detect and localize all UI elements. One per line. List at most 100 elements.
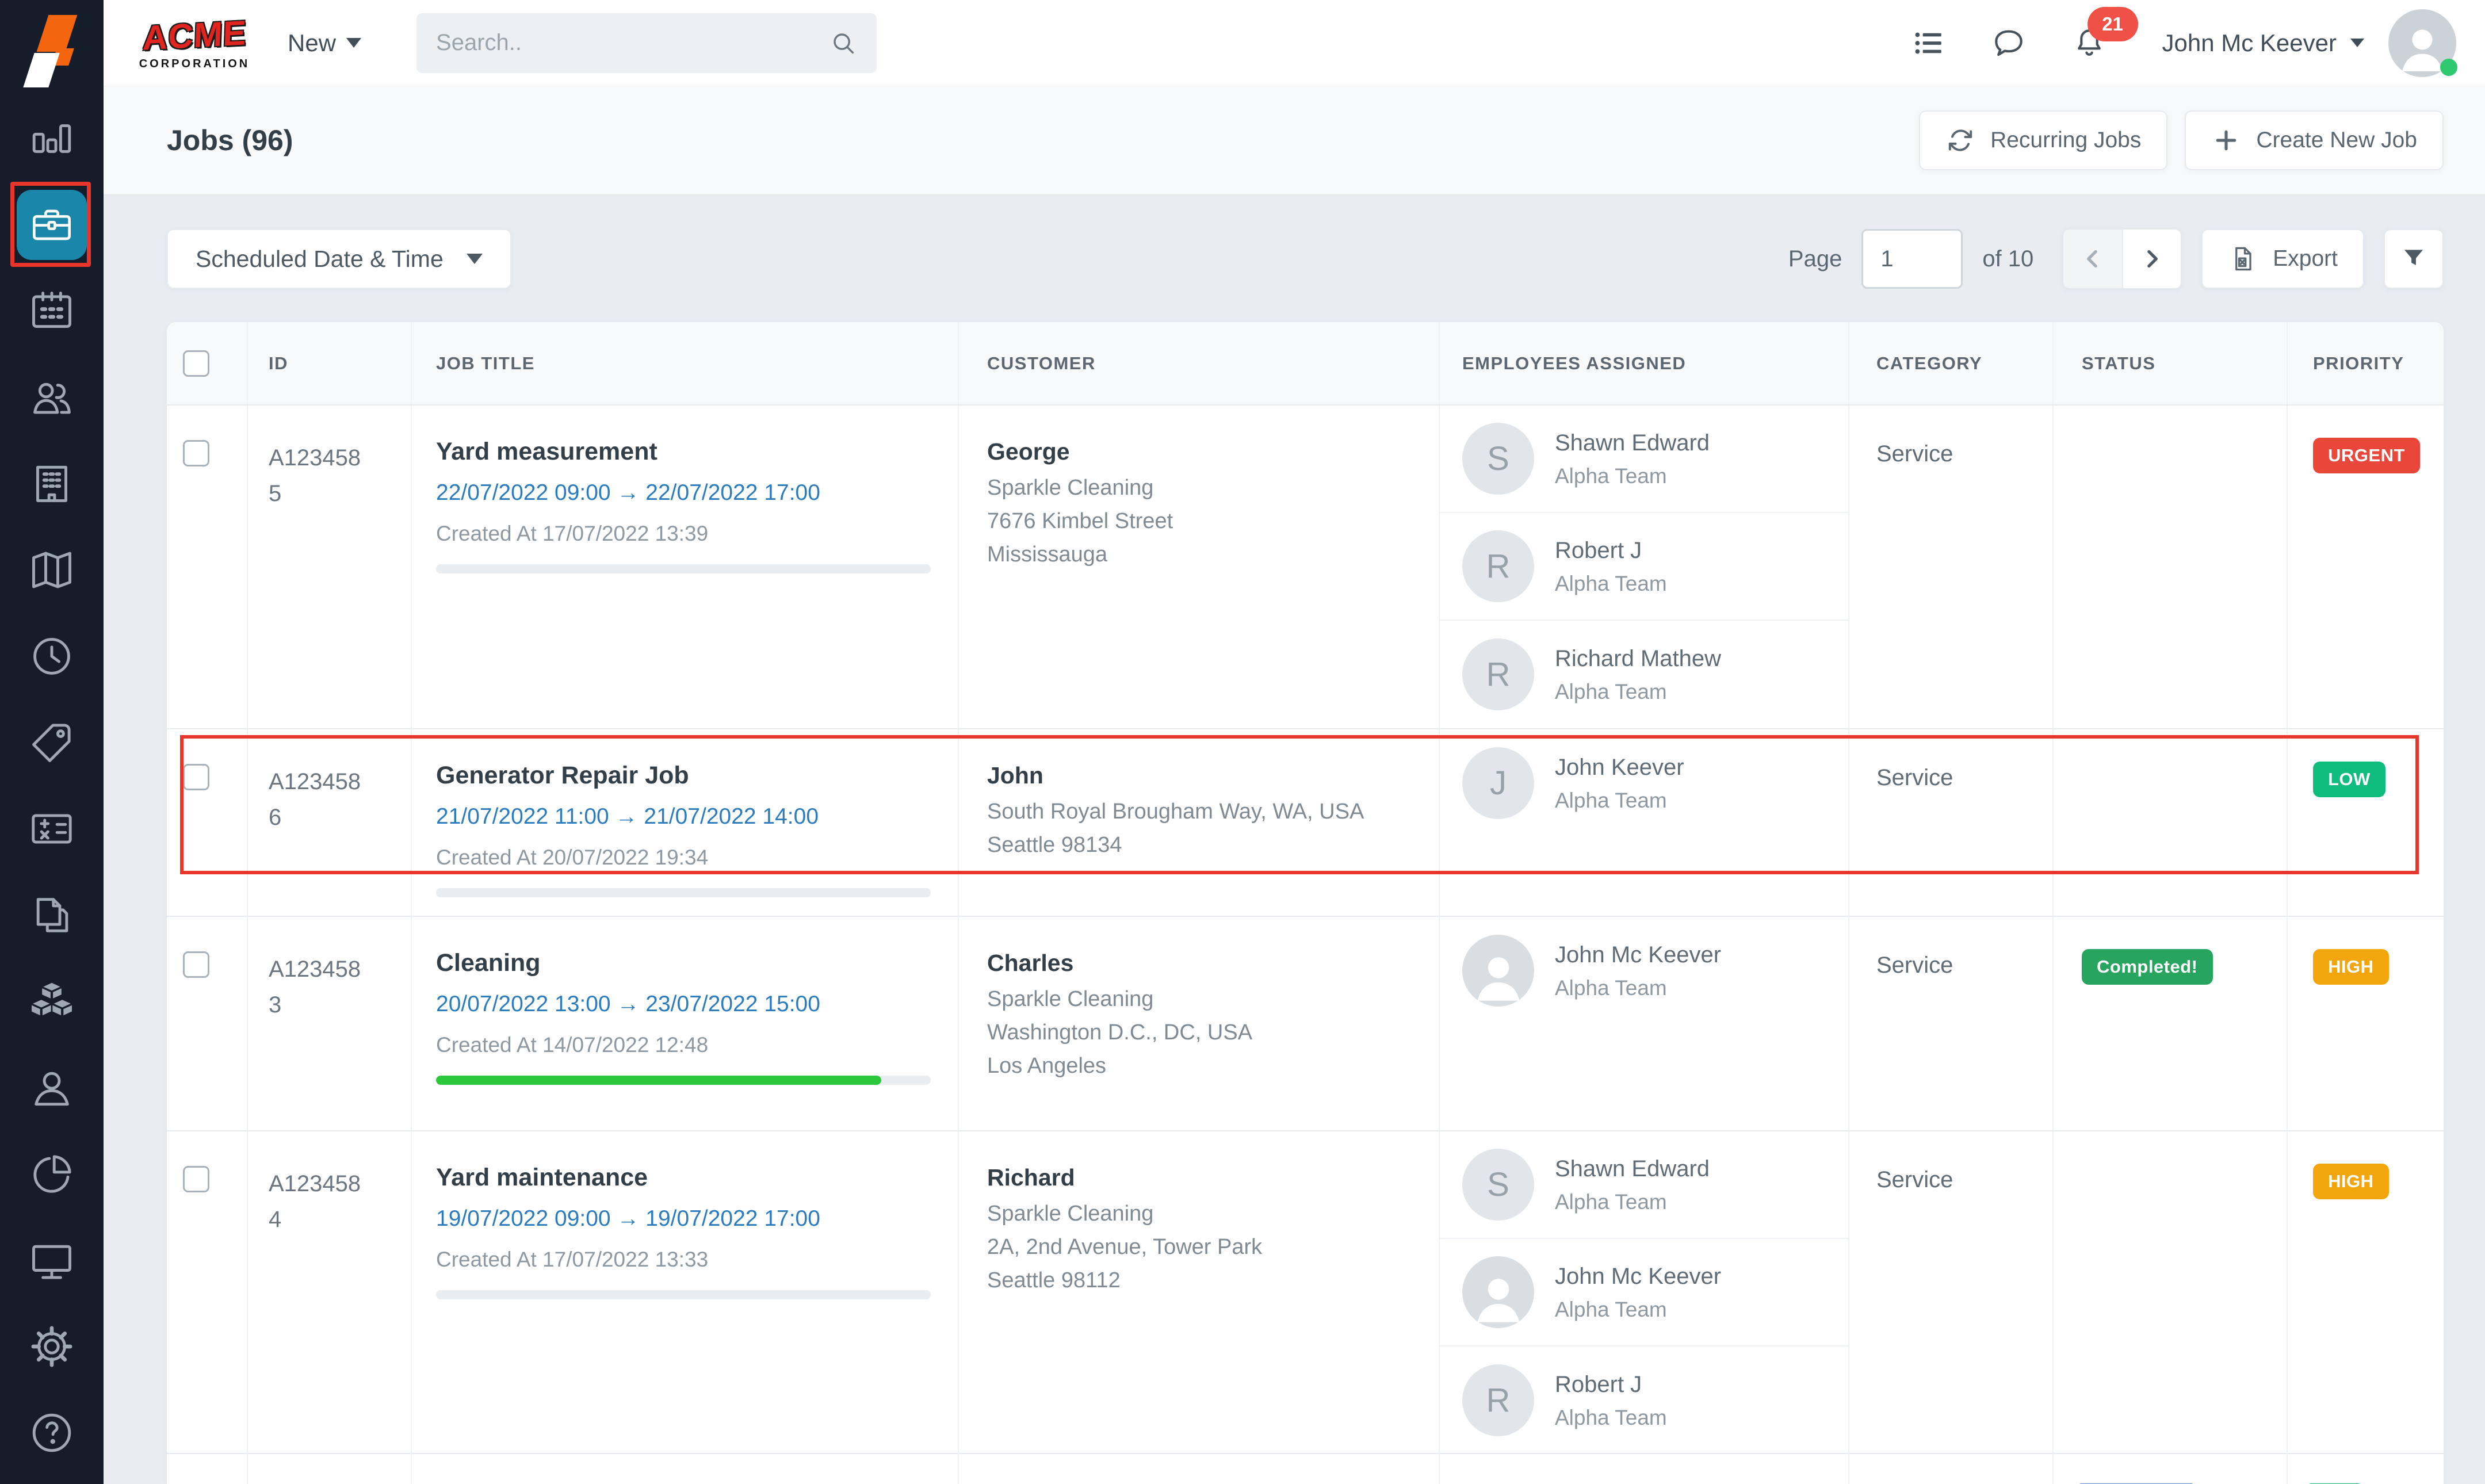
sidebar-item-dashboard[interactable] xyxy=(0,95,104,182)
export-button[interactable]: Export xyxy=(2201,229,2364,289)
toolbar-right: Page of 10 Export xyxy=(1788,228,2444,289)
page-number-input[interactable] xyxy=(1861,229,1963,289)
chevron-down-icon xyxy=(346,38,361,48)
person-icon xyxy=(1469,947,1528,1007)
help-icon xyxy=(28,1409,76,1457)
sidebar-item-invoices[interactable] xyxy=(0,872,104,958)
next-page-button[interactable] xyxy=(2122,230,2181,288)
zuper-logo-icon[interactable] xyxy=(0,0,104,86)
table-row[interactable]: A1234585 Yard measurement 22/07/2022 09:00… xyxy=(167,406,2444,729)
user-name: John Mc Keever xyxy=(2162,29,2337,57)
sidebar-item-timesheet[interactable] xyxy=(0,613,104,699)
priority-badge: LOW xyxy=(2313,762,2385,797)
job-schedule-link[interactable]: 20/07/2022 13:00 → 23/07/2022 15:00 xyxy=(436,992,958,1017)
job-progress-bar xyxy=(436,1076,931,1085)
employee-team: Alpha Team xyxy=(1555,1406,1667,1430)
sidebar-item-parts[interactable] xyxy=(0,958,104,1045)
previous-page-button[interactable] xyxy=(2063,230,2122,288)
jobs-icon xyxy=(29,202,75,248)
sidebar-item-map[interactable] xyxy=(0,527,104,613)
jobs-table: IDJOB TITLECUSTOMEREMPLOYEES ASSIGNEDCAT… xyxy=(167,322,2444,1484)
chat-button[interactable] xyxy=(1991,25,2027,61)
settings-icon xyxy=(28,1322,76,1371)
estimates-icon xyxy=(28,805,76,853)
acme-logo-subtext: CORPORATION xyxy=(139,58,250,71)
sort-dropdown[interactable]: Scheduled Date & Time xyxy=(167,229,511,289)
list-button[interactable] xyxy=(1910,25,1946,61)
column-header-select xyxy=(167,322,248,404)
row-checkbox[interactable] xyxy=(183,1166,209,1192)
employee-team: Alpha Team xyxy=(1555,680,1721,704)
employee-avatar-photo xyxy=(1462,1256,1534,1328)
sidebar xyxy=(0,0,104,1484)
plus-icon xyxy=(2211,125,2256,155)
customer-address-line: Los Angeles xyxy=(987,1054,1439,1078)
user-avatar[interactable] xyxy=(2388,9,2456,77)
employee-team: Alpha Team xyxy=(1555,1190,1710,1214)
employee-item: RRobert JAlpha Team xyxy=(1440,1347,1848,1454)
timesheet-icon xyxy=(28,632,76,680)
row-checkbox[interactable] xyxy=(183,764,209,790)
recurring-jobs-button[interactable]: Recurring Jobs xyxy=(1919,110,2167,170)
employee-item: RRichard MathewAlpha Team xyxy=(1440,621,1848,728)
column-header: EMPLOYEES ASSIGNED xyxy=(1440,322,1849,404)
row-checkbox[interactable] xyxy=(183,440,209,466)
sidebar-item-estimates[interactable] xyxy=(0,786,104,872)
select-all-checkbox[interactable] xyxy=(183,350,209,377)
sidebar-item-jobs[interactable] xyxy=(0,182,104,268)
user-menu[interactable]: John Mc Keever xyxy=(2162,29,2364,57)
job-id: A1234585 xyxy=(269,440,365,511)
refresh-icon xyxy=(1945,125,1975,155)
employee-name: John Keever xyxy=(1555,754,1684,781)
map-icon xyxy=(28,546,76,594)
toolbar: Scheduled Date & Time Page of 10 Export xyxy=(104,196,2485,322)
sidebar-item-calendar[interactable] xyxy=(0,268,104,354)
sidebar-item-help[interactable] xyxy=(0,1390,104,1476)
sort-dropdown-label: Scheduled Date & Time xyxy=(196,246,444,273)
job-schedule-link[interactable]: 21/07/2022 11:00 → 21/07/2022 14:00 xyxy=(436,804,958,829)
job-id: A1234586 xyxy=(269,764,365,835)
job-schedule-link[interactable]: 19/07/2022 09:00 → 19/07/2022 17:00 xyxy=(436,1206,958,1231)
search-icon[interactable] xyxy=(829,29,857,57)
table-row[interactable]: A1234586Generator Repair Job21/07/2022 1… xyxy=(167,729,2444,917)
job-schedule-link[interactable]: 22/07/2022 09:00 → 22/07/2022 17:00 xyxy=(436,480,958,506)
sidebar-item-customers[interactable] xyxy=(0,1045,104,1131)
table-row[interactable]: A1234584Yard maintenance19/07/2022 09:00… xyxy=(167,1131,2444,1454)
notifications-button[interactable]: 21 xyxy=(2071,25,2107,61)
job-title: Yard measurement xyxy=(436,438,958,465)
customer-address-line: Mississauga xyxy=(987,542,1439,567)
employee-item: John Mc KeeverAlpha Team xyxy=(1440,917,1848,1024)
page-label: Page xyxy=(1788,246,1842,272)
search-input[interactable] xyxy=(436,30,829,56)
job-created-at: Created At 20/07/2022 19:34 xyxy=(436,846,958,870)
sidebar-item-organization[interactable] xyxy=(0,441,104,527)
page-header-buttons: Recurring Jobs Create New Job xyxy=(1919,110,2444,170)
job-progress-bar xyxy=(436,888,931,897)
customer-address-line: Sparkle Cleaning xyxy=(987,1202,1439,1226)
job-category: Service xyxy=(1876,953,1953,978)
create-new-job-button[interactable]: Create New Job xyxy=(2185,110,2444,170)
acme-logo: ACME CORPORATION xyxy=(133,16,255,71)
job-id: A1234583 xyxy=(269,951,365,1023)
row-checkbox[interactable] xyxy=(183,951,209,978)
customer-address-line: Washington D.C., DC, USA xyxy=(987,1020,1439,1045)
filter-button[interactable] xyxy=(2384,229,2444,289)
calendar-icon xyxy=(28,287,76,335)
parts-icon xyxy=(28,977,76,1026)
status-badge: Completed! xyxy=(2082,949,2213,985)
sidebar-item-devices[interactable] xyxy=(0,1217,104,1303)
customer-address-line: Sparkle Cleaning xyxy=(987,476,1439,500)
employee-team: Alpha Team xyxy=(1555,1298,1721,1322)
logo-shape xyxy=(23,53,59,87)
sidebar-item-reports[interactable] xyxy=(0,1131,104,1217)
active-item-chip xyxy=(17,190,87,260)
customer-name: Richard xyxy=(987,1164,1439,1191)
dashboard-icon xyxy=(28,114,76,163)
sidebar-item-settings[interactable] xyxy=(0,1303,104,1390)
table-row[interactable]: A1234583Cleaning20/07/2022 13:00 → 23/07… xyxy=(167,917,2444,1131)
employee-avatar-initial: S xyxy=(1462,1149,1534,1221)
new-dropdown[interactable]: New xyxy=(288,29,361,57)
search-box xyxy=(416,13,877,73)
sidebar-item-tags[interactable] xyxy=(0,699,104,786)
sidebar-item-teams[interactable] xyxy=(0,354,104,441)
